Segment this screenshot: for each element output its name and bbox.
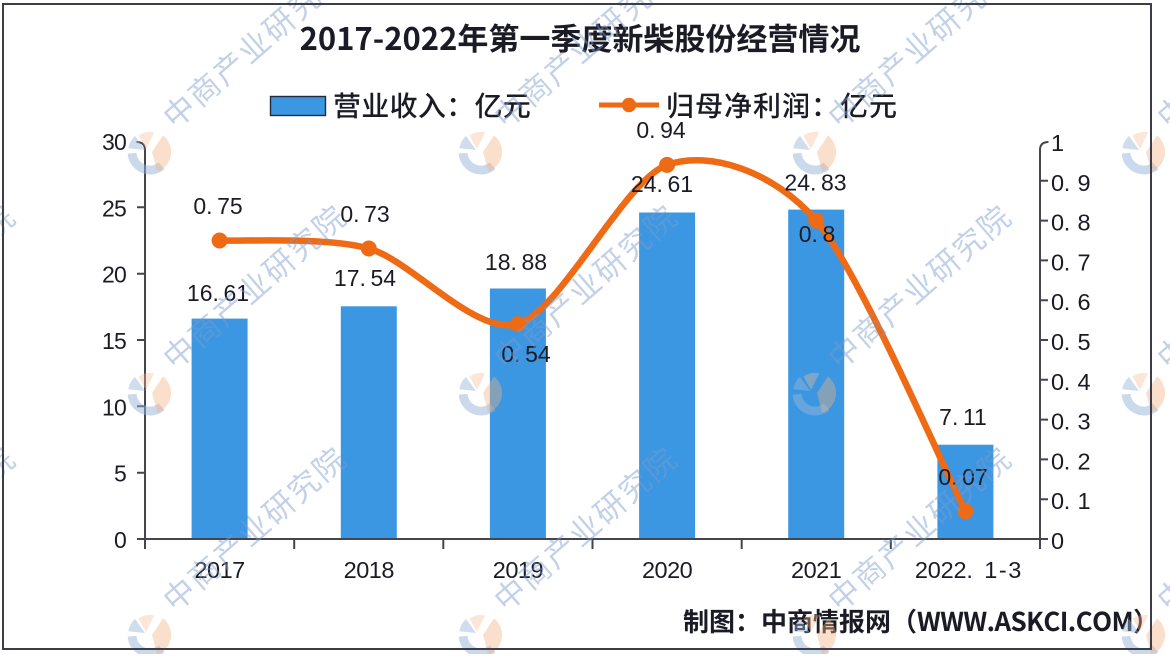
svg-text:0. 8: 0. 8 bbox=[1051, 210, 1091, 236]
svg-text:24. 61: 24. 61 bbox=[631, 171, 693, 197]
svg-text:2018: 2018 bbox=[344, 557, 395, 583]
svg-text:0. 73: 0. 73 bbox=[340, 201, 389, 227]
svg-text:30: 30 bbox=[102, 129, 126, 155]
svg-text:0. 1: 0. 1 bbox=[1051, 488, 1090, 514]
svg-text:2021: 2021 bbox=[791, 557, 841, 583]
svg-text:0. 8: 0. 8 bbox=[799, 221, 836, 247]
svg-text:0. 6: 0. 6 bbox=[1051, 289, 1091, 315]
svg-text:0: 0 bbox=[1051, 528, 1064, 554]
svg-text:20: 20 bbox=[102, 262, 126, 288]
svg-text:0. 75: 0. 75 bbox=[193, 193, 242, 219]
svg-text:0. 3: 0. 3 bbox=[1051, 409, 1091, 435]
svg-text:7. 11: 7. 11 bbox=[939, 404, 987, 430]
svg-text:0. 5: 0. 5 bbox=[1051, 329, 1091, 355]
svg-text:0. 9: 0. 9 bbox=[1051, 170, 1090, 196]
svg-text:25: 25 bbox=[102, 195, 126, 221]
svg-text:16. 61: 16. 61 bbox=[187, 280, 249, 306]
svg-text:5: 5 bbox=[114, 461, 126, 487]
svg-text:10: 10 bbox=[102, 394, 126, 420]
svg-text:18. 88: 18. 88 bbox=[485, 249, 547, 275]
svg-text:15: 15 bbox=[102, 328, 126, 354]
svg-text:0. 2: 0. 2 bbox=[1051, 448, 1090, 474]
svg-text:0. 7: 0. 7 bbox=[1051, 249, 1090, 275]
svg-text:1: 1 bbox=[1051, 130, 1064, 156]
svg-text:0. 54: 0. 54 bbox=[501, 341, 551, 367]
svg-text:0. 94: 0. 94 bbox=[636, 117, 686, 143]
svg-text:0: 0 bbox=[114, 527, 126, 553]
svg-text:2020: 2020 bbox=[642, 557, 693, 583]
svg-text:2022. 1 - 3: 2022. 1 - 3 bbox=[915, 557, 1021, 583]
svg-text:17. 54: 17. 54 bbox=[334, 265, 396, 291]
svg-text:0. 4: 0. 4 bbox=[1051, 369, 1091, 395]
